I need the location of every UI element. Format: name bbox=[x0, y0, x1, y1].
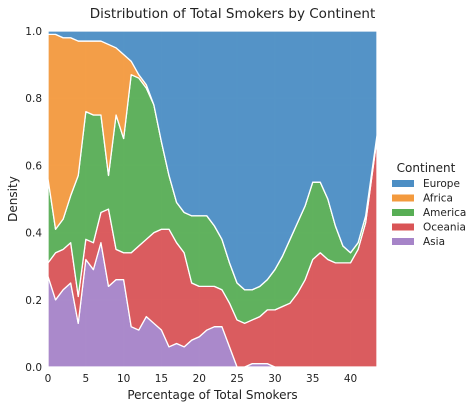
legend-label-america: America bbox=[423, 207, 466, 219]
x-axis-ticks: 0 5 10 15 20 25 30 35 40 bbox=[45, 373, 358, 385]
legend-label-africa: Africa bbox=[423, 193, 453, 205]
legend-swatch-europe bbox=[392, 180, 414, 187]
y-tick-label: 0.6 bbox=[25, 160, 42, 172]
x-tick-label: 5 bbox=[82, 373, 89, 385]
y-axis-ticks: 0.0 0.2 0.4 0.6 0.8 1.0 bbox=[25, 26, 42, 374]
x-tick-label: 40 bbox=[344, 373, 357, 385]
y-tick-label: 0.2 bbox=[25, 295, 42, 307]
x-tick-label: 30 bbox=[268, 373, 281, 385]
y-tick-label: 0.8 bbox=[25, 93, 42, 105]
x-tick-label: 20 bbox=[193, 373, 206, 385]
legend-title: Continent bbox=[397, 161, 456, 175]
legend-swatch-oceania bbox=[392, 223, 414, 231]
x-axis-label: Percentage of Total Smokers bbox=[127, 388, 297, 402]
legend: Continent Europe Africa America Oceania Asia bbox=[392, 161, 466, 248]
legend-label-oceania: Oceania bbox=[423, 222, 466, 234]
x-tick-label: 35 bbox=[306, 373, 319, 385]
x-tick-label: 0 bbox=[45, 373, 52, 385]
legend-swatch-america bbox=[392, 209, 414, 216]
y-axis-label: Density bbox=[6, 176, 20, 222]
legend-label-europe: Europe bbox=[423, 178, 460, 190]
legend-swatch-asia bbox=[392, 238, 414, 245]
stacked-areas bbox=[47, 30, 378, 368]
x-tick-label: 10 bbox=[117, 373, 130, 385]
y-tick-label: 1.0 bbox=[25, 26, 42, 38]
y-tick-label: 0.4 bbox=[25, 228, 42, 240]
y-tick-label: 0.0 bbox=[25, 362, 42, 374]
legend-swatch-africa bbox=[392, 194, 414, 202]
x-tick-label: 15 bbox=[155, 373, 168, 385]
x-tick-label: 25 bbox=[230, 373, 243, 385]
chart-title: Distribution of Total Smokers by Contine… bbox=[90, 6, 376, 22]
area-europe bbox=[47, 30, 378, 291]
legend-label-asia: Asia bbox=[423, 236, 445, 248]
